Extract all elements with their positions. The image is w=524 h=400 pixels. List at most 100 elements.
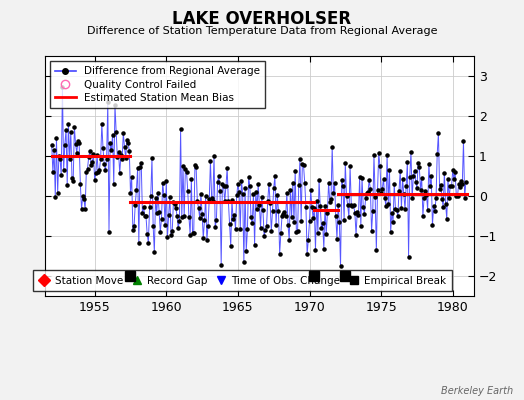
Point — [410, 167, 419, 174]
Point — [403, 159, 411, 165]
Point — [59, 167, 68, 174]
Point — [419, 212, 427, 219]
Point — [126, 190, 135, 196]
Point — [312, 198, 321, 204]
Point — [406, 174, 414, 180]
Point — [102, 156, 111, 162]
Point — [395, 187, 403, 194]
Point — [277, 230, 285, 236]
Point — [186, 232, 194, 238]
Point — [329, 190, 337, 197]
Point — [131, 201, 139, 208]
Point — [108, 132, 117, 138]
Point — [444, 176, 452, 182]
Point — [320, 246, 328, 252]
Point — [440, 170, 449, 176]
Point — [402, 182, 410, 189]
Point — [397, 205, 406, 212]
Point — [101, 167, 110, 173]
Point — [211, 224, 220, 231]
Point — [325, 199, 334, 205]
Point — [260, 233, 268, 239]
Point — [233, 192, 241, 199]
Point — [432, 195, 440, 202]
Point — [333, 236, 341, 242]
Point — [70, 124, 79, 130]
Point — [339, 183, 347, 189]
Point — [209, 198, 217, 204]
Point — [67, 128, 75, 135]
Point — [383, 152, 391, 158]
Point — [298, 161, 307, 168]
Point — [350, 202, 358, 208]
Point — [435, 186, 444, 192]
Point — [243, 226, 252, 232]
Point — [87, 162, 95, 168]
Point — [348, 203, 357, 210]
Point — [304, 236, 312, 243]
Point — [205, 196, 213, 202]
Point — [439, 204, 447, 210]
Point — [226, 243, 235, 249]
Point — [394, 213, 402, 220]
Point — [413, 185, 421, 191]
Point — [362, 195, 370, 202]
Point — [130, 223, 138, 230]
Point — [124, 140, 132, 146]
Point — [71, 141, 80, 147]
Point — [122, 155, 130, 161]
Point — [441, 200, 450, 207]
Point — [173, 212, 181, 219]
Point — [190, 229, 198, 236]
Point — [140, 212, 149, 219]
Point — [334, 202, 342, 208]
Point — [360, 210, 368, 217]
Point — [225, 221, 234, 228]
Point — [247, 214, 255, 221]
Point — [222, 183, 230, 189]
Point — [371, 194, 379, 200]
Point — [239, 258, 248, 265]
Point — [191, 162, 199, 169]
Point — [263, 223, 271, 229]
Point — [358, 174, 366, 181]
Point — [420, 195, 428, 201]
Point — [149, 223, 157, 229]
Point — [91, 177, 99, 183]
Point — [111, 102, 119, 108]
Point — [303, 251, 311, 258]
Point — [92, 170, 100, 176]
Point — [196, 190, 205, 197]
Point — [89, 151, 97, 158]
Point — [273, 192, 281, 198]
Point — [341, 160, 350, 166]
Point — [155, 208, 163, 215]
Point — [268, 208, 277, 214]
Point — [163, 234, 172, 240]
Point — [409, 172, 418, 179]
Point — [110, 180, 118, 187]
Point — [274, 208, 282, 214]
Point — [400, 191, 408, 198]
Point — [144, 239, 152, 246]
Point — [384, 200, 392, 207]
Point — [161, 222, 169, 228]
Point — [415, 164, 423, 170]
Point — [315, 176, 323, 183]
Point — [166, 194, 174, 200]
Point — [104, 99, 112, 105]
Point — [422, 192, 431, 198]
Point — [322, 231, 331, 238]
Point — [391, 206, 400, 212]
Point — [151, 195, 160, 202]
Point — [105, 228, 113, 235]
Point — [388, 210, 396, 216]
Point — [50, 147, 58, 153]
Point — [457, 178, 465, 184]
Point — [156, 229, 165, 236]
Point — [106, 140, 114, 146]
Point — [327, 195, 335, 202]
Point — [355, 174, 364, 180]
Point — [134, 165, 142, 172]
Point — [392, 206, 401, 213]
